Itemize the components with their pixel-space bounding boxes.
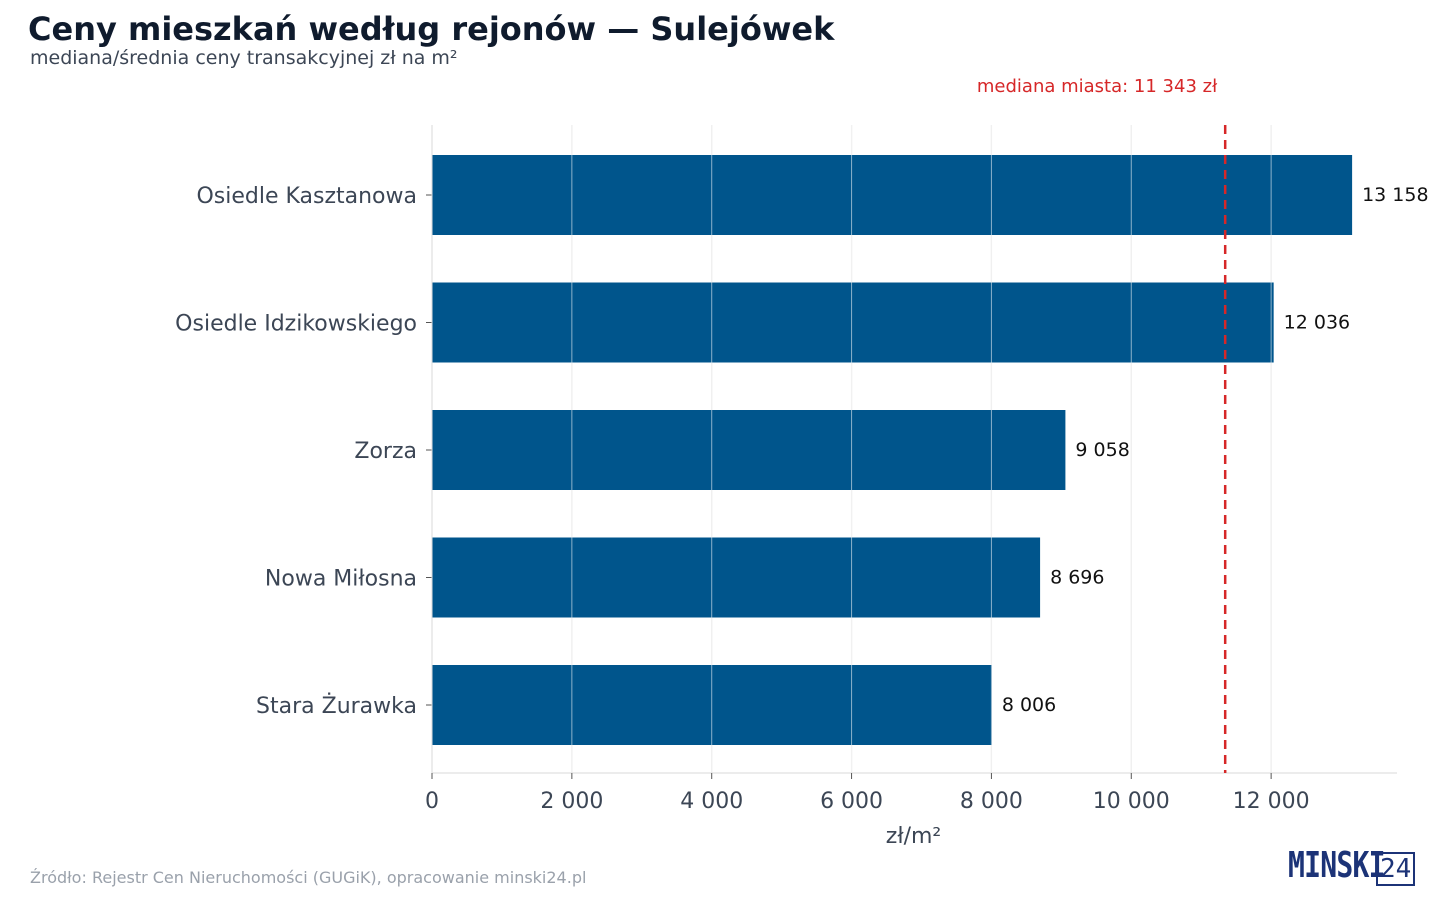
x-tick-label: 4 000: [680, 789, 743, 814]
x-tick-label: 2 000: [540, 789, 603, 814]
x-tick-label: 12 000: [1233, 789, 1310, 814]
x-tick-label: 10 000: [1093, 789, 1170, 814]
bar: [432, 155, 1353, 235]
source-note: Źródło: Rejestr Cen Nieruchomości (GUGiK…: [30, 868, 587, 887]
chart-subtitle: mediana/średnia ceny transakcyjnej zł na…: [30, 47, 458, 69]
bar-value-label: 8 006: [1002, 694, 1056, 716]
category-label: Zorza: [354, 439, 417, 464]
bar: [432, 282, 1274, 363]
category-label: Nowa Miłosna: [265, 567, 417, 592]
logo-number: 24: [1376, 852, 1416, 886]
x-tick-label: 6 000: [820, 789, 883, 814]
x-tick-label: 0: [425, 789, 439, 814]
city-median-label: mediana miasta: 11 343 zł: [977, 76, 1218, 97]
category-label: Osiedle Idzikowskiego: [175, 312, 417, 337]
x-axis-label: zł/m²: [886, 824, 941, 849]
chart-title: Ceny mieszkań według rejonów — Sulejówek: [28, 10, 835, 48]
minski24-logo: MINSKI 24: [1288, 845, 1416, 886]
bar: [432, 410, 1066, 490]
x-tick-label: 8 000: [960, 789, 1023, 814]
bar: [432, 537, 1041, 618]
bar-value-label: 13 158: [1362, 184, 1428, 206]
bar-value-label: 8 696: [1050, 567, 1104, 589]
category-label: Osiedle Kasztanowa: [196, 184, 417, 209]
logo-word: MINSKI: [1288, 845, 1386, 886]
bar-value-label: 9 058: [1075, 439, 1129, 461]
category-label: Stara Żurawka: [256, 693, 417, 719]
bar-value-label: 12 036: [1284, 312, 1350, 334]
